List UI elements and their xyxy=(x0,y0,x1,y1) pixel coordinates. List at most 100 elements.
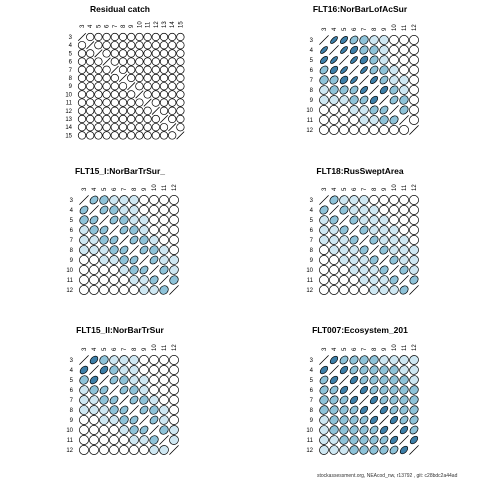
correlation-ellipse xyxy=(159,415,169,425)
correlation-ellipse xyxy=(86,49,95,58)
correlation-ellipse xyxy=(86,73,95,83)
correlation-ellipse xyxy=(369,265,379,275)
correlation-ellipse xyxy=(319,245,329,255)
correlation-ellipse xyxy=(409,75,419,85)
correlation-ellipse xyxy=(149,255,159,265)
correlation-ellipse xyxy=(349,415,359,425)
correlation-ellipse xyxy=(399,285,409,295)
correlation-ellipse xyxy=(319,265,329,275)
correlation-ellipse xyxy=(89,285,99,295)
correlation-ellipse xyxy=(389,195,399,205)
correlation-ellipse xyxy=(329,405,339,415)
correlation-ellipse xyxy=(349,95,359,105)
correlation-ellipse xyxy=(139,285,149,295)
correlation-ellipse xyxy=(159,375,169,385)
column-label: 4 xyxy=(332,347,338,351)
correlation-ellipse xyxy=(143,32,152,42)
correlation-ellipse xyxy=(99,285,109,295)
correlation-ellipse xyxy=(359,275,369,285)
correlation-ellipse xyxy=(319,225,329,235)
correlation-ellipse xyxy=(168,32,177,42)
correlation-ellipse xyxy=(379,55,389,65)
correlation-ellipse xyxy=(139,265,149,275)
correlation-ellipse xyxy=(389,95,399,105)
correlation-ellipse xyxy=(94,65,103,74)
correlation-ellipse xyxy=(127,90,136,99)
correlation-ellipse xyxy=(339,395,349,405)
row-label: 7 xyxy=(310,238,314,244)
correlation-ellipse xyxy=(409,375,419,385)
correlation-ellipse xyxy=(389,285,399,295)
diagonal-mark xyxy=(169,445,179,455)
correlation-ellipse xyxy=(159,205,169,215)
correlation-ellipse xyxy=(339,275,349,285)
correlation-ellipse xyxy=(79,385,89,395)
row-label: 3 xyxy=(70,358,74,364)
correlation-ellipse xyxy=(119,445,129,455)
correlation-ellipse xyxy=(135,57,144,66)
correlation-ellipse xyxy=(151,98,160,107)
correlation-ellipse xyxy=(77,90,87,99)
correlation-ellipse xyxy=(389,115,399,125)
diagonal-mark xyxy=(389,105,399,115)
row-label: 10 xyxy=(65,92,72,98)
correlation-ellipse xyxy=(369,205,379,215)
correlation-ellipse xyxy=(399,205,409,215)
correlation-ellipse xyxy=(389,205,399,215)
correlation-ellipse xyxy=(159,365,169,375)
correlation-ellipse xyxy=(127,49,136,58)
correlation-ellipse xyxy=(135,106,144,115)
correlation-ellipse xyxy=(102,41,111,50)
correlation-ellipse xyxy=(89,255,99,265)
correlation-ellipse xyxy=(409,255,419,265)
correlation-ellipse xyxy=(349,405,359,415)
diagonal-mark xyxy=(79,195,89,205)
correlation-ellipse xyxy=(99,445,109,455)
correlation-ellipse xyxy=(127,57,136,66)
correlation-ellipse xyxy=(79,405,89,415)
correlation-ellipse xyxy=(399,255,409,265)
correlation-ellipse xyxy=(129,355,139,365)
correlation-ellipse xyxy=(109,195,119,205)
correlation-ellipse xyxy=(143,106,152,115)
correlation-ellipse xyxy=(129,375,139,385)
correlation-ellipse xyxy=(319,115,329,125)
correlation-ellipse xyxy=(77,123,87,132)
correlation-ellipse xyxy=(329,255,339,265)
correlation-ellipse xyxy=(359,265,369,275)
correlation-ellipse xyxy=(77,98,87,107)
correlation-ellipse xyxy=(99,195,109,205)
row-label: 7 xyxy=(70,238,74,244)
correlation-ellipse xyxy=(135,131,144,140)
correlation-ellipse xyxy=(143,49,152,58)
correlation-ellipse xyxy=(409,65,419,75)
correlation-ellipse xyxy=(159,32,169,42)
correlation-ellipse xyxy=(89,355,99,365)
diagonal-mark xyxy=(143,98,152,107)
correlation-ellipse xyxy=(399,45,409,55)
correlation-ellipse xyxy=(139,245,149,255)
correlation-ellipse xyxy=(89,425,99,435)
correlation-ellipse xyxy=(339,95,349,105)
row-label: 6 xyxy=(310,228,314,234)
correlation-ellipse xyxy=(135,82,144,91)
correlation-ellipse xyxy=(349,235,359,245)
correlation-ellipse xyxy=(399,445,409,455)
correlation-ellipse xyxy=(139,375,149,385)
correlation-ellipse xyxy=(176,41,185,50)
column-label: 10 xyxy=(137,21,143,28)
column-label: 5 xyxy=(102,347,108,351)
correlation-ellipse xyxy=(176,114,185,124)
correlation-ellipse xyxy=(339,435,349,445)
diagonal-mark xyxy=(89,365,99,375)
correlation-ellipse xyxy=(319,105,329,115)
correlation-ellipse xyxy=(119,255,129,265)
row-label: 5 xyxy=(70,378,74,384)
correlation-ellipse xyxy=(319,235,329,245)
correlation-ellipse xyxy=(159,425,169,435)
correlation-ellipse xyxy=(109,265,119,275)
correlation-ellipse xyxy=(389,225,399,235)
correlation-ellipse xyxy=(102,49,111,58)
row-label: 8 xyxy=(69,76,73,82)
